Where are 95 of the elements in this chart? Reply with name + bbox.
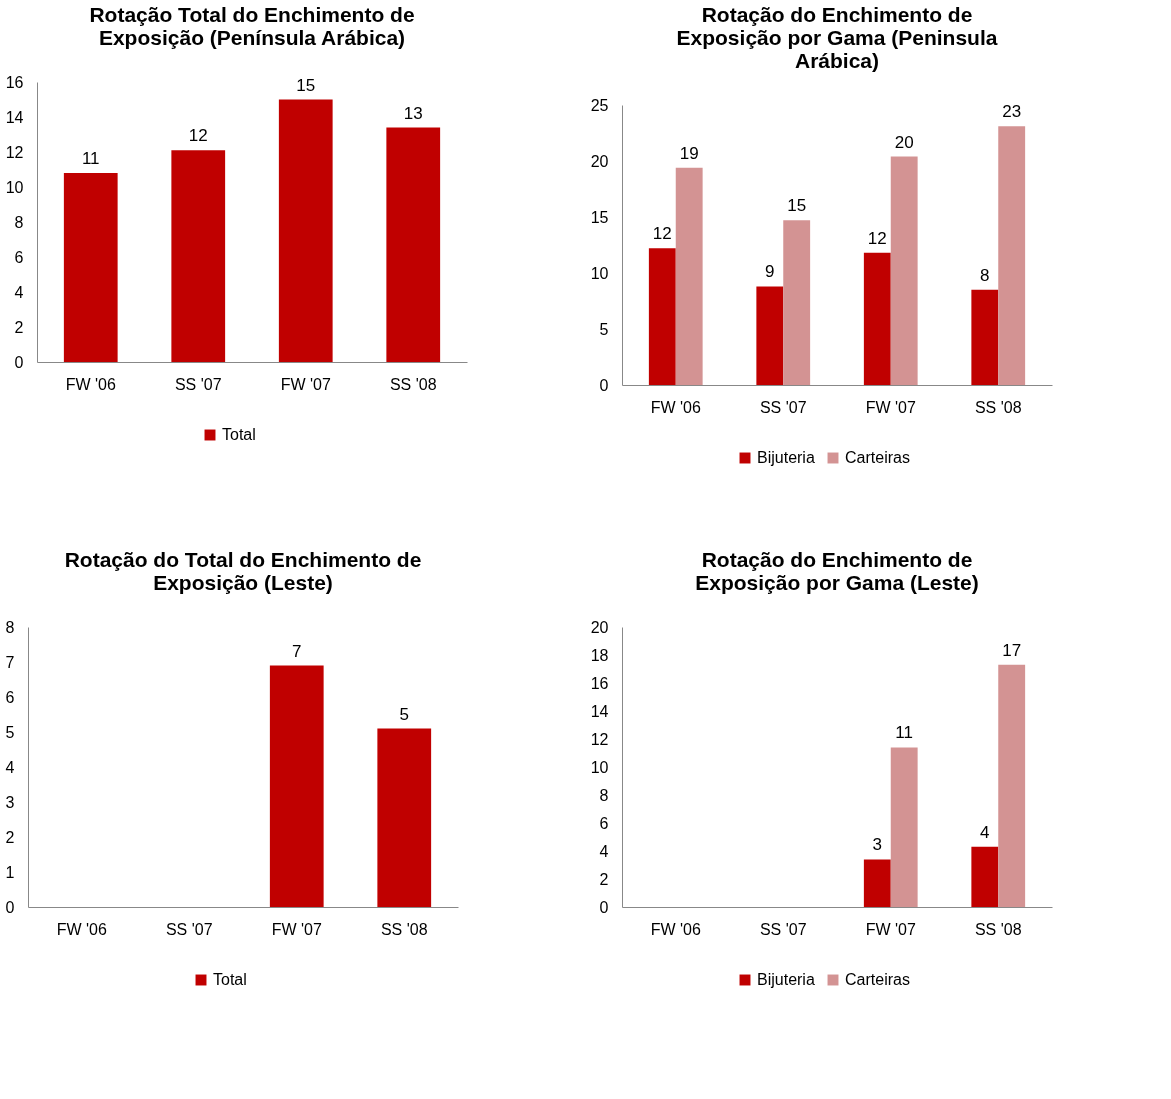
bar xyxy=(675,167,703,385)
x-tick-label: SS '07 xyxy=(165,920,213,938)
bar xyxy=(783,220,811,385)
y-tick-label: 8 xyxy=(599,786,609,804)
y-tick-label: 2 xyxy=(599,870,609,888)
legend-label: Total xyxy=(213,971,247,988)
y-tick-label: 5 xyxy=(5,723,15,741)
y-tick-label: 4 xyxy=(14,283,24,301)
data-label: 9 xyxy=(765,262,775,282)
y-tick-label: 16 xyxy=(5,73,24,91)
bar xyxy=(971,289,999,385)
x-tick-label: FW '06 xyxy=(650,398,701,416)
y-tick-label: 6 xyxy=(5,688,15,706)
x-tick-label: SS '07 xyxy=(174,375,222,393)
bar xyxy=(171,150,226,362)
y-tick-label: 10 xyxy=(590,264,609,282)
y-tick-label: 10 xyxy=(5,178,24,196)
bar xyxy=(648,248,676,385)
y-tick-label: 2 xyxy=(5,828,15,846)
legend-label: Bijuteria xyxy=(757,449,815,466)
x-tick-label: SS '08 xyxy=(389,375,437,393)
x-tick-label: FW '06 xyxy=(56,920,107,938)
legend-label: Bijuteria xyxy=(757,971,815,988)
data-label: 4 xyxy=(980,822,990,842)
bar xyxy=(890,747,918,907)
data-label: 3 xyxy=(872,835,883,855)
data-label: 15 xyxy=(787,196,807,216)
data-label: 11 xyxy=(895,723,914,743)
data-label: 8 xyxy=(980,265,990,285)
bar xyxy=(998,664,1026,907)
y-tick-label: 6 xyxy=(599,814,609,832)
y-tick-label: 1 xyxy=(5,863,15,881)
legend-label: Carteiras xyxy=(845,971,910,988)
y-tick-label: 12 xyxy=(590,730,609,748)
legend-label: Total xyxy=(222,426,256,443)
bar xyxy=(998,126,1026,385)
x-tick-label: FW '07 xyxy=(271,920,322,938)
data-label: 12 xyxy=(867,228,887,248)
x-tick-label: FW '07 xyxy=(865,398,916,416)
y-tick-label: 18 xyxy=(590,646,609,664)
y-tick-label: 16 xyxy=(590,674,609,692)
data-label: 17 xyxy=(1002,640,1022,660)
x-tick-label: FW '06 xyxy=(650,920,701,938)
x-tick-label: SS '08 xyxy=(380,920,428,938)
y-tick-label: 5 xyxy=(599,320,609,338)
y-tick-label: 7 xyxy=(5,653,15,671)
y-tick-label: 8 xyxy=(14,213,24,231)
data-label: 19 xyxy=(679,143,699,163)
data-label: 11 xyxy=(81,149,100,168)
bar xyxy=(863,859,891,907)
y-tick-label: 0 xyxy=(5,898,15,916)
y-tick-label: 4 xyxy=(5,758,15,776)
x-tick-label: SS '08 xyxy=(974,920,1022,938)
bar xyxy=(63,173,118,362)
bar xyxy=(890,156,918,385)
bar xyxy=(863,252,891,385)
y-tick-label: 4 xyxy=(599,842,609,860)
data-label: 13 xyxy=(403,103,423,123)
data-label: 23 xyxy=(1002,102,1022,122)
x-tick-label: SS '07 xyxy=(759,920,807,938)
y-tick-label: 0 xyxy=(599,898,609,916)
y-tick-label: 6 xyxy=(14,248,24,266)
data-label: 7 xyxy=(292,641,302,661)
x-tick-label: FW '07 xyxy=(865,920,916,938)
y-tick-label: 25 xyxy=(590,96,609,114)
chart-title: Rotação do Enchimento de Exposição por Gama (Leste) xyxy=(695,548,979,594)
data-label: 12 xyxy=(188,126,208,146)
y-tick-label: 14 xyxy=(590,702,609,720)
bar xyxy=(278,99,333,362)
data-label: 20 xyxy=(894,132,914,152)
x-tick-label: SS '08 xyxy=(974,398,1022,416)
y-tick-label: 14 xyxy=(5,108,24,126)
bar xyxy=(386,127,441,362)
x-tick-label: FW '07 xyxy=(280,375,331,393)
bar xyxy=(756,286,784,385)
y-tick-label: 20 xyxy=(590,152,609,170)
bar xyxy=(971,846,999,907)
chart-title: Rotação do Total do Enchimento de Exposição (Leste) xyxy=(64,548,422,594)
x-tick-label: SS '07 xyxy=(759,398,807,416)
y-tick-label: 0 xyxy=(599,376,609,394)
y-tick-label: 10 xyxy=(590,758,609,776)
y-tick-label: 12 xyxy=(5,143,24,161)
y-tick-label: 2 xyxy=(14,318,24,336)
y-tick-label: 3 xyxy=(5,793,15,811)
data-label: 5 xyxy=(399,704,409,724)
y-tick-label: 8 xyxy=(5,618,15,636)
data-label: 12 xyxy=(652,224,672,244)
y-tick-label: 20 xyxy=(590,618,609,636)
chart-title: Rotação do Enchimento de Exposição por Gama (Peninsula Arábica) xyxy=(676,3,998,72)
data-label: 15 xyxy=(296,75,316,95)
y-tick-label: 15 xyxy=(590,208,609,226)
y-tick-label: 0 xyxy=(14,353,24,371)
x-tick-label: FW '06 xyxy=(65,375,116,393)
legend-label: Carteiras xyxy=(845,449,910,466)
chart-title: Rotação Total do Enchimento de Exposição (Península Arábica) xyxy=(89,3,415,49)
